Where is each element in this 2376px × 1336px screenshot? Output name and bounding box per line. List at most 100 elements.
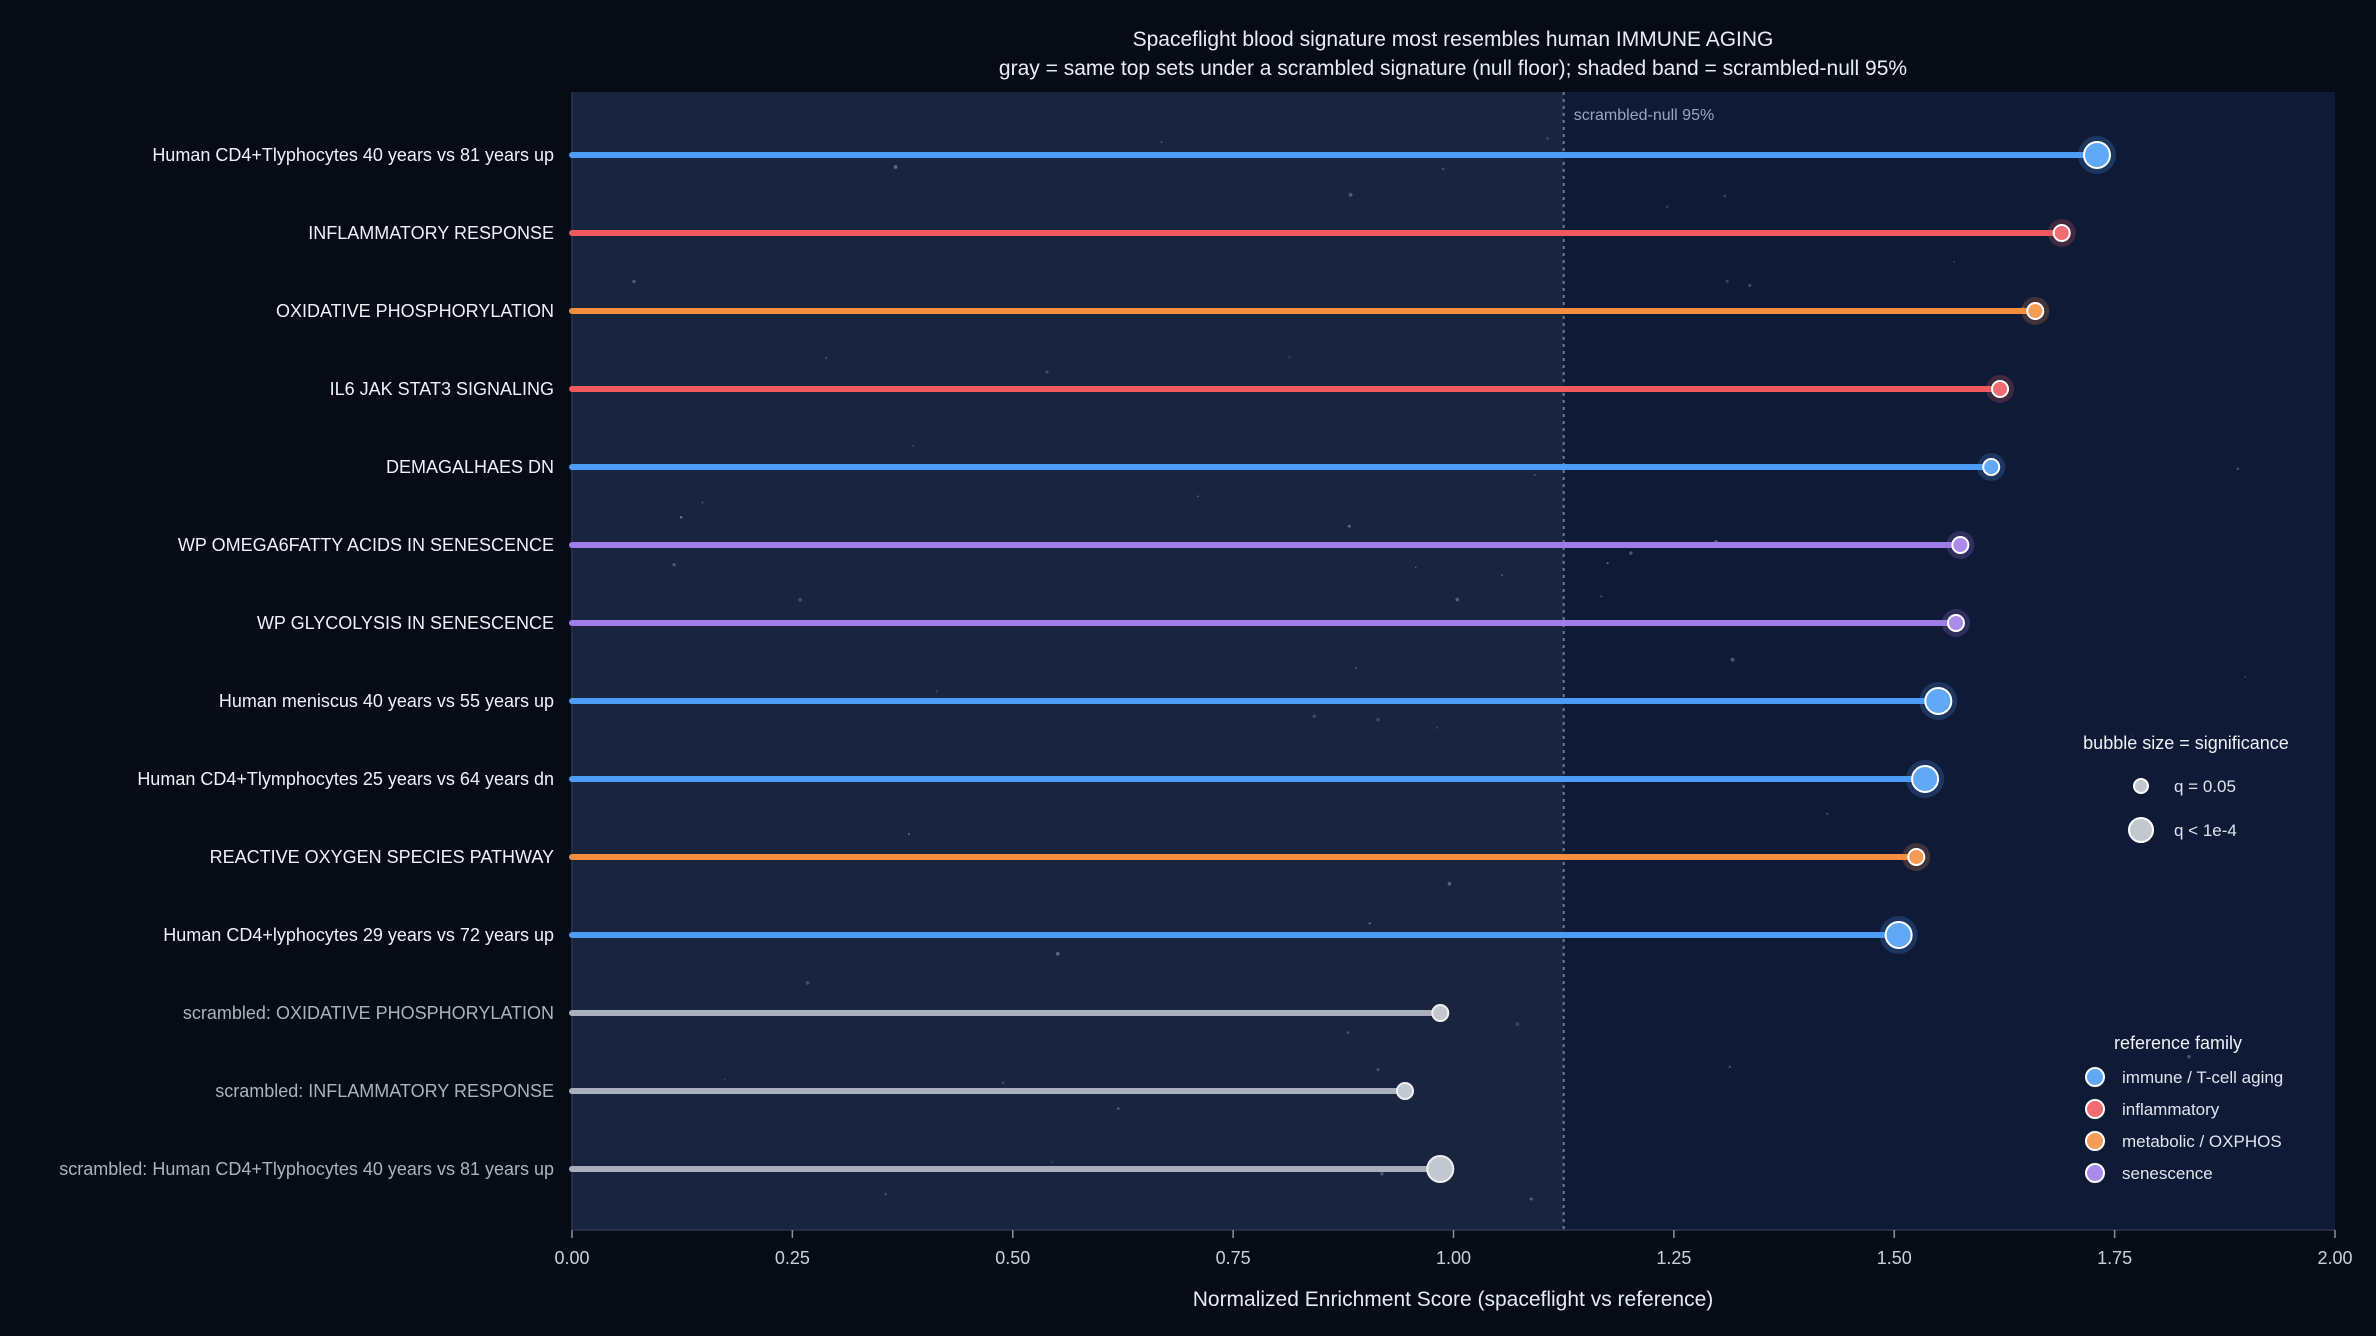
head-4: [1982, 458, 2001, 476]
speckle: [912, 444, 914, 447]
speckle: [798, 597, 803, 602]
size-legend-marker-0: [2133, 778, 2149, 794]
head-1: [2052, 224, 2071, 242]
speckle: [2236, 467, 2240, 471]
speckle: [1665, 205, 1669, 209]
family-legend-title: reference family: [2114, 1033, 2242, 1053]
x-axis-title: Normalized Enrichment Score (spaceflight…: [1193, 1288, 1714, 1311]
speckle: [2187, 1055, 2191, 1059]
x-tick-label-3: 0.75: [1216, 1248, 1251, 1268]
row-label-9: REACTIVE OXYGEN SPECIES PATHWAY: [210, 847, 554, 867]
speckle: [1826, 812, 1829, 815]
speckle: [1354, 667, 1357, 669]
row-labels: Human CD4+Tlyphocytes 40 years vs 81 yea…: [59, 145, 554, 1179]
row-label-2: OXIDATIVE PHOSPHORYLATION: [276, 301, 554, 321]
scrambled-null-band: [572, 92, 1564, 1230]
plot-area: [571, 92, 2335, 1231]
head-8: [1911, 765, 1940, 793]
x-tick-label-1: 0.25: [775, 1248, 810, 1268]
speckle: [1730, 657, 1735, 662]
speckle: [1160, 141, 1163, 144]
speckle: [935, 690, 938, 693]
speckle: [2131, 735, 2134, 737]
head-9: [1907, 848, 1926, 866]
speckle: [1529, 1197, 1533, 1201]
speckle: [1414, 566, 1417, 569]
speckle: [1312, 714, 1316, 718]
speckle: [632, 279, 636, 284]
speckle: [1116, 1107, 1120, 1111]
speckle: [1001, 1081, 1005, 1085]
family-legend-marker-1: [2085, 1099, 2105, 1119]
size-legend-label-1: q < 1e-4: [2174, 821, 2237, 840]
lollipop-heads: [1396, 136, 2116, 1183]
speckle: [884, 1192, 887, 1196]
row-label-10: Human CD4+lyphocytes 29 years vs 72 year…: [163, 925, 554, 945]
row-label-4: DEMAGALHAES DN: [386, 457, 554, 477]
size-legend-label-0: q = 0.05: [2174, 777, 2236, 796]
head-0: [2082, 141, 2111, 169]
row-label-13: scrambled: Human CD4+Tlyphocytes 40 year…: [59, 1159, 554, 1179]
x-tick-label-2: 0.50: [995, 1248, 1030, 1268]
speckle: [1533, 473, 1536, 476]
head-12: [1396, 1082, 1415, 1100]
family-legend-marker-2: [2085, 1131, 2105, 1151]
speckle: [1629, 551, 1633, 555]
row-label-11: scrambled: OXIDATIVE PHOSPHORYLATION: [183, 1003, 554, 1023]
speckle: [1725, 279, 1729, 283]
head-6: [1946, 614, 1965, 632]
row-label-8: Human CD4+Tlymphocytes 25 years vs 64 ye…: [137, 769, 554, 789]
speckle: [1368, 922, 1372, 925]
speckle: [724, 1078, 726, 1081]
x-tick-label-4: 1.00: [1436, 1248, 1471, 1268]
speckle: [1723, 194, 1727, 198]
x-tick-label-7: 1.75: [2097, 1248, 2132, 1268]
speckle: [1346, 1031, 1350, 1034]
speckle: [1442, 167, 1445, 171]
speckle: [1197, 495, 1199, 498]
head-7: [1924, 687, 1953, 715]
head-11: [1431, 1004, 1450, 1022]
speckle: [1515, 1022, 1520, 1026]
speckle: [701, 501, 704, 504]
speckle: [1050, 1161, 1053, 1164]
row-label-3: IL6 JAK STAT3 SIGNALING: [330, 379, 554, 399]
head-13: [1426, 1155, 1455, 1183]
speckle: [1376, 1068, 1380, 1072]
background-speckles: [632, 137, 2247, 1201]
speckle: [1347, 524, 1351, 528]
null-threshold-label: scrambled-null 95%: [1574, 107, 1715, 124]
x-tick-label-0: 0.00: [554, 1248, 589, 1268]
head-3: [1991, 380, 2010, 398]
speckle: [1436, 726, 1438, 729]
family-legend-marker-0: [2085, 1067, 2105, 1087]
speckle: [1953, 261, 1956, 263]
size-legend-title: bubble size = significance: [2083, 733, 2289, 753]
speckle: [1288, 355, 1291, 359]
family-legend-label-3: senescence: [2122, 1164, 2213, 1183]
speckle: [679, 515, 683, 519]
speckle: [1546, 137, 1549, 140]
row-label-7: Human meniscus 40 years vs 55 years up: [219, 691, 554, 711]
speckle: [2244, 676, 2247, 678]
x-axis: 0.00 0.25 0.50 0.75 1.00 1.25 1.50 1.75 2.00: [554, 1230, 2353, 1268]
size-legend-marker-1: [2128, 817, 2154, 843]
head-10: [1884, 921, 1913, 949]
x-tick-label-6: 1.50: [1877, 1248, 1912, 1268]
head-2: [2026, 302, 2045, 320]
null-threshold-line: scrambled-null 95%: [1562, 92, 1715, 1230]
speckle: [1447, 881, 1452, 886]
speckle: [672, 563, 676, 567]
lollipop-stems: [569, 152, 2100, 1172]
x-tick-label-8: 2.00: [2317, 1248, 2352, 1268]
x-tick-label-5: 1.25: [1656, 1248, 1691, 1268]
row-label-1: INFLAMMATORY RESPONSE: [308, 223, 554, 243]
speckle: [907, 832, 910, 836]
speckle: [1455, 597, 1460, 602]
legends: bubble size = significance q = 0.05 q < 1e…: [2083, 733, 2289, 1183]
speckle: [1045, 370, 1049, 374]
family-legend-label-2: metabolic / OXPHOS: [2122, 1132, 2282, 1151]
speckle: [1055, 951, 1060, 956]
speckle: [1376, 717, 1380, 722]
